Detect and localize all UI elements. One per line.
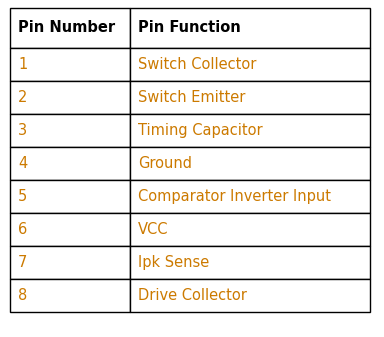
Bar <box>10 81 130 114</box>
Text: Switch Emitter: Switch Emitter <box>138 90 245 105</box>
Text: Ground: Ground <box>138 156 192 171</box>
Bar <box>10 8 130 48</box>
Text: Pin Function: Pin Function <box>138 21 241 35</box>
Text: 2: 2 <box>18 90 27 105</box>
Text: 8: 8 <box>18 288 27 303</box>
Text: 6: 6 <box>18 222 27 237</box>
Bar <box>10 147 130 180</box>
Bar <box>10 180 130 213</box>
Bar <box>130 147 370 180</box>
Text: Switch Collector: Switch Collector <box>138 57 257 72</box>
Bar <box>130 279 370 312</box>
Bar <box>130 114 370 147</box>
Bar <box>130 48 370 81</box>
Text: 5: 5 <box>18 189 27 204</box>
Text: Drive Collector: Drive Collector <box>138 288 247 303</box>
Bar <box>130 246 370 279</box>
Text: Timing Capacitor: Timing Capacitor <box>138 123 263 138</box>
Bar <box>130 213 370 246</box>
Text: 7: 7 <box>18 255 27 270</box>
Text: Pin Number: Pin Number <box>18 21 115 35</box>
Bar <box>10 48 130 81</box>
Bar <box>10 213 130 246</box>
Bar <box>130 8 370 48</box>
Text: 3: 3 <box>18 123 27 138</box>
Bar <box>10 114 130 147</box>
Bar <box>10 246 130 279</box>
Text: 4: 4 <box>18 156 27 171</box>
Bar <box>10 279 130 312</box>
Text: VCC: VCC <box>138 222 169 237</box>
Text: Ipk Sense: Ipk Sense <box>138 255 209 270</box>
Text: Comparator Inverter Input: Comparator Inverter Input <box>138 189 331 204</box>
Bar <box>130 81 370 114</box>
Text: 1: 1 <box>18 57 27 72</box>
Bar <box>130 180 370 213</box>
